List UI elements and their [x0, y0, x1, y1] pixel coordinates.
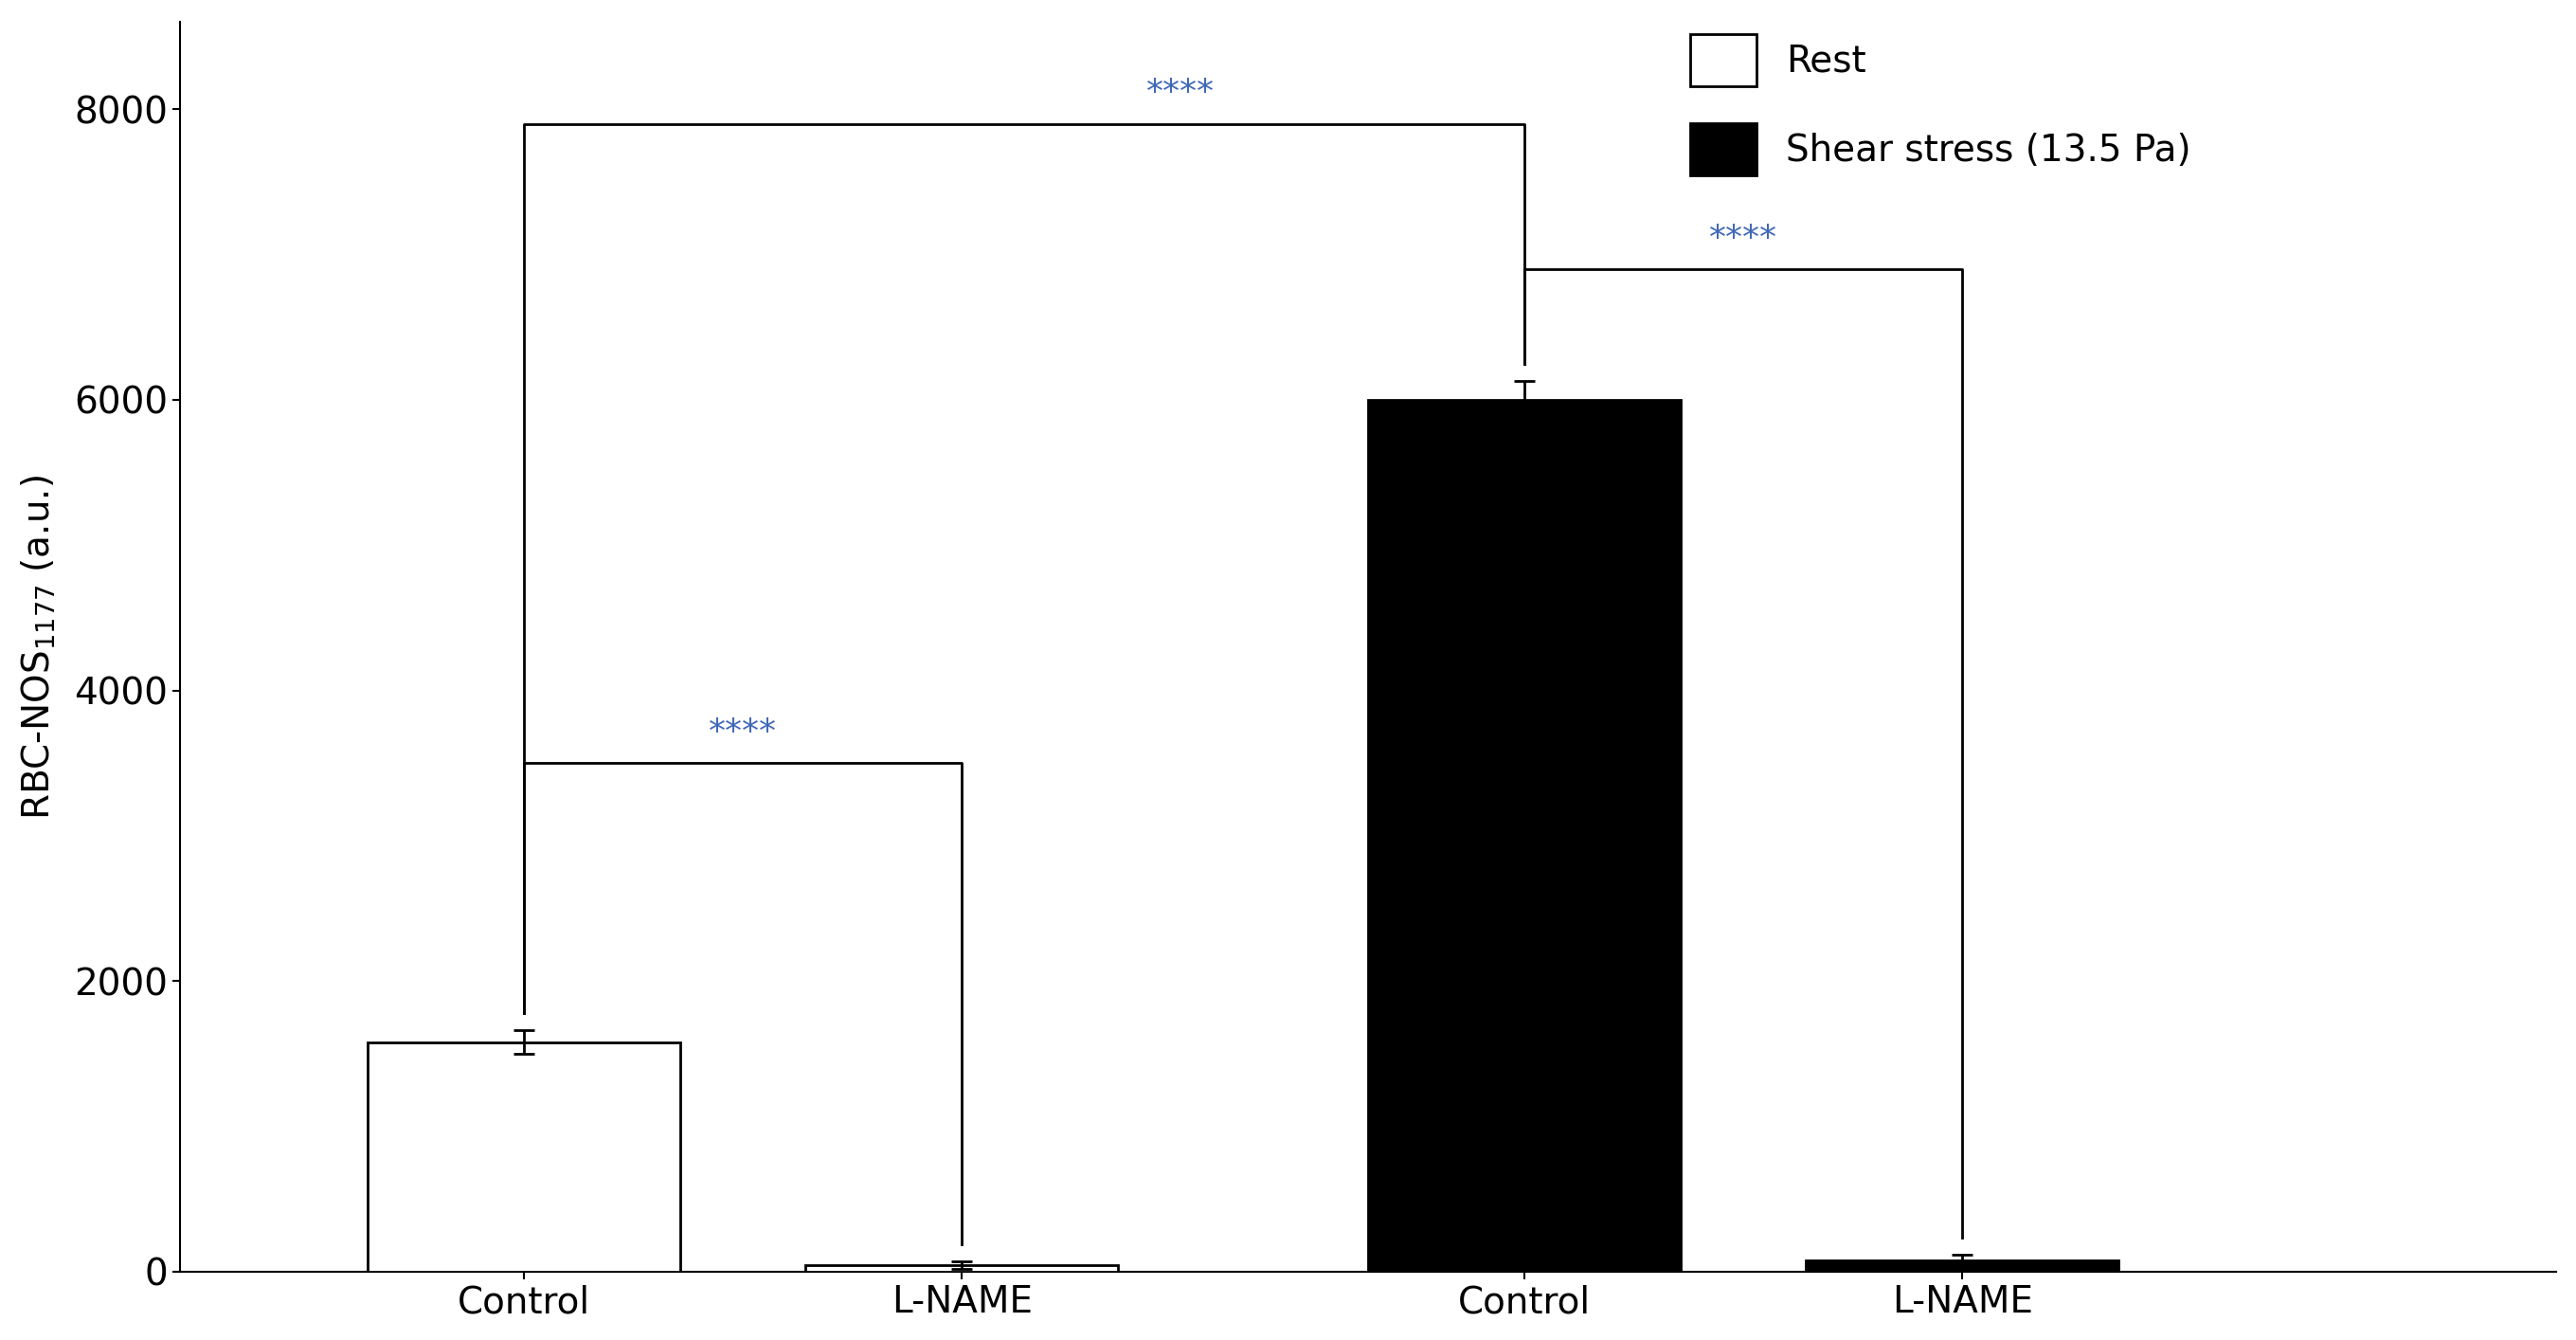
Text: ****: ****: [708, 717, 778, 749]
Legend: Rest, Shear stress (13.5 Pa): Rest, Shear stress (13.5 Pa): [1672, 15, 2210, 193]
Bar: [1806, 1260, 2117, 1272]
Y-axis label: RBC-NOS$_{1177}$ (a.u.): RBC-NOS$_{1177}$ (a.u.): [21, 474, 57, 819]
Bar: [806, 1265, 1118, 1272]
Text: ****: ****: [1146, 76, 1216, 109]
Text: ****: ****: [1710, 222, 1777, 255]
Bar: [1368, 399, 1682, 1272]
Bar: [368, 1043, 680, 1272]
